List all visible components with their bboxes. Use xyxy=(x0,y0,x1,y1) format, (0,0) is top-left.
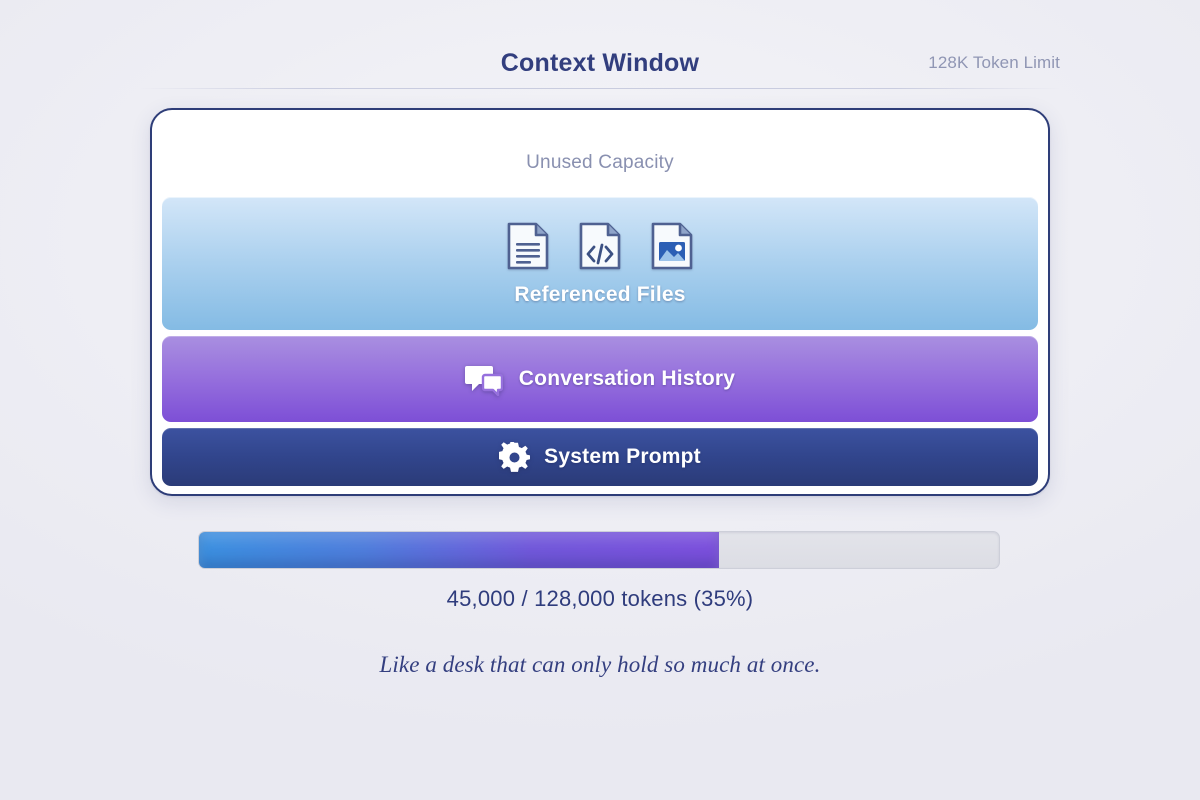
document-file-icon xyxy=(507,222,549,269)
band-referenced-files[interactable]: Referenced Files xyxy=(162,197,1038,330)
code-file-icon xyxy=(579,222,621,269)
header: Context Window 128K Token Limit xyxy=(140,44,1060,92)
token-usage-progress-bar[interactable] xyxy=(198,531,1000,569)
token-limit-label: 128K Token Limit xyxy=(928,53,1060,72)
footer-divider xyxy=(140,635,1060,636)
band-system-prompt[interactable]: System Prompt xyxy=(162,428,1038,486)
band-label-system-prompt: System Prompt xyxy=(544,445,701,468)
unused-capacity-label: Unused Capacity xyxy=(526,152,674,173)
page-title: Context Window xyxy=(500,49,700,77)
band-label-conversation-history: Conversation History xyxy=(518,367,736,390)
caption-text: Like a desk that can only hold so much a… xyxy=(379,652,821,677)
band-conversation-history[interactable]: Conversation History xyxy=(162,336,1038,422)
progress-fill xyxy=(199,532,719,568)
image-file-icon xyxy=(651,222,693,269)
chat-bubbles-icon xyxy=(464,365,503,396)
token-count-label: 45,000 / 128,000 tokens (35%) xyxy=(446,586,754,611)
gear-icon xyxy=(499,441,531,472)
file-icon-group xyxy=(506,221,694,271)
band-label-referenced-files: Referenced Files xyxy=(514,282,686,306)
context-window-container: Unused Capacity xyxy=(150,108,1050,496)
header-divider xyxy=(140,88,1060,89)
